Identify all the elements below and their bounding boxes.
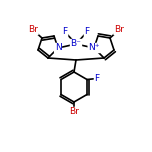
Text: F: F — [62, 28, 67, 36]
Text: B⁻: B⁻ — [71, 40, 81, 48]
Text: F: F — [94, 74, 100, 83]
Text: N⁺: N⁺ — [88, 43, 100, 52]
Text: Br: Br — [114, 26, 124, 35]
Text: N: N — [55, 43, 61, 52]
Text: Br: Br — [28, 26, 38, 35]
Text: F: F — [85, 28, 90, 36]
Text: Br: Br — [69, 107, 79, 116]
